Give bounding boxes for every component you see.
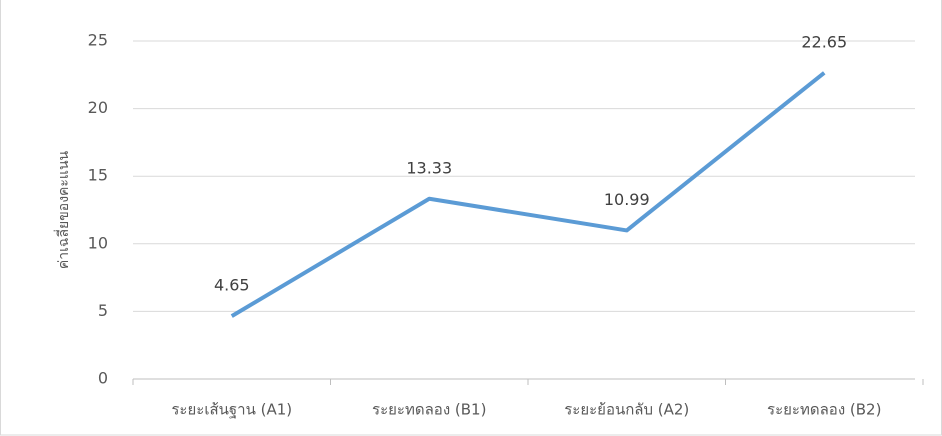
y-tick-label: 25: [88, 31, 108, 50]
data-label: 13.33: [406, 158, 452, 177]
y-axis-label: ค่าเฉลี่ยของคะแนน: [54, 150, 72, 269]
data-label: 22.65: [801, 32, 847, 51]
line: [230, 71, 826, 318]
y-tick-label: 5: [98, 301, 108, 320]
data-label: 10.99: [604, 190, 650, 209]
y-tick-label: 0: [98, 369, 108, 388]
x-tick-label: ระยะเส้นฐาน (A1): [171, 401, 292, 419]
x-tick-label: ระยะทดลอง (B1): [372, 401, 486, 419]
x-tick-label: ระยะย้อนกลับ (A2): [564, 401, 689, 419]
y-tick-label: 20: [88, 98, 108, 117]
x-tick-label: ระยะทดลอง (B2): [767, 401, 881, 419]
y-tick-label: 10: [88, 233, 108, 252]
data-label: 4.65: [214, 276, 250, 295]
y-tick-label: 15: [88, 166, 108, 185]
